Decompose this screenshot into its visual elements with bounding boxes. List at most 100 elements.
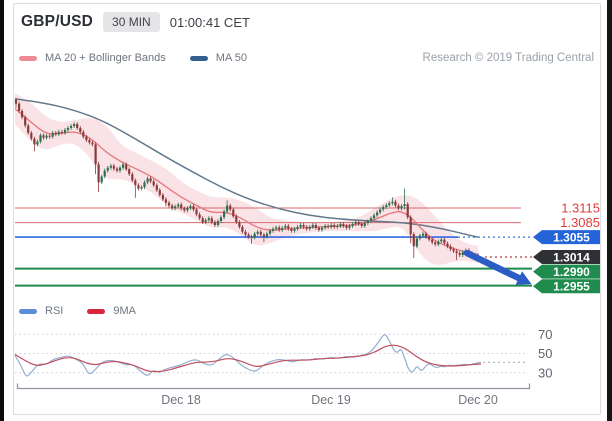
candle-body xyxy=(259,231,262,235)
candle-body xyxy=(82,131,85,137)
ma50-swatch-icon xyxy=(189,55,208,61)
candle-body xyxy=(122,164,125,168)
time-axis-label: Dec 19 xyxy=(311,393,351,407)
candle-body xyxy=(30,132,33,139)
candle-body xyxy=(290,228,293,231)
ma50-label: MA 50 xyxy=(215,52,247,64)
candle-body xyxy=(403,204,406,206)
candle-body xyxy=(60,131,63,133)
candle-body xyxy=(363,223,366,226)
candle-body xyxy=(452,249,455,252)
candle-body xyxy=(360,224,363,226)
candle-body xyxy=(253,233,256,238)
candle-body xyxy=(388,203,391,206)
rsi-label: RSI xyxy=(45,305,64,317)
candle-body xyxy=(79,128,82,132)
candle-body xyxy=(293,228,296,231)
candle-body xyxy=(443,239,446,244)
candle-body xyxy=(128,169,131,174)
candle-body xyxy=(109,165,112,168)
candle-body xyxy=(24,117,27,126)
candle-body xyxy=(51,132,54,137)
candle-body xyxy=(76,124,79,128)
attribution-text: Research © 2019 Trading Central xyxy=(422,52,594,64)
candle-body xyxy=(345,225,348,228)
candle-body xyxy=(223,211,226,218)
candle-body xyxy=(418,235,421,239)
candle-body xyxy=(48,135,51,137)
candle-body xyxy=(241,226,244,232)
candle-body xyxy=(317,227,320,230)
candle-body xyxy=(311,225,314,227)
candle-body xyxy=(155,185,158,191)
candle-body xyxy=(247,234,250,237)
time-axis-bracket xyxy=(16,383,531,390)
candle-body xyxy=(21,111,24,118)
candle-body xyxy=(336,225,339,227)
candle-body xyxy=(262,234,265,237)
candle-body xyxy=(296,226,299,229)
candle-body xyxy=(382,207,385,210)
candle-body xyxy=(287,225,290,229)
rsi-9ma-swatch-icon xyxy=(87,308,106,314)
forecast-arrow-shaft xyxy=(463,249,523,282)
rsi-panel: 70 50 30 xyxy=(14,327,552,380)
candle-body xyxy=(164,199,167,203)
candle-body xyxy=(461,252,464,255)
candle-body xyxy=(226,205,229,212)
candle-body xyxy=(158,190,161,195)
level-price-label: 1.3085 xyxy=(560,215,600,230)
candle-body xyxy=(152,181,155,186)
candle-body xyxy=(271,228,275,231)
left-edge-bar xyxy=(0,0,4,421)
candle-body xyxy=(177,204,180,207)
forecast-arrow-head-icon xyxy=(515,271,532,285)
candle-body xyxy=(207,218,210,221)
ma20-bollinger-swatch-icon xyxy=(19,55,37,61)
candle-body xyxy=(278,227,281,230)
candle-body xyxy=(333,225,336,227)
candle-body xyxy=(18,103,21,111)
candle-body xyxy=(54,132,57,135)
candle-body xyxy=(174,206,177,209)
candle-body xyxy=(256,231,259,234)
candle-body xyxy=(244,231,247,235)
candle-body xyxy=(195,209,198,215)
timestamp: 01:00:41 CET xyxy=(169,14,250,30)
candle-body xyxy=(412,234,415,247)
rsi-9ma-label: 9MA xyxy=(113,305,136,317)
candle-body xyxy=(115,168,119,171)
candles-layer xyxy=(14,97,480,260)
timeframe-badge[interactable]: 30 MIN xyxy=(103,12,160,32)
time-axis: Dec 18 Dec 19 Dec 20 xyxy=(16,383,531,407)
time-axis-label: Dec 20 xyxy=(458,393,498,407)
candle-body xyxy=(198,214,201,219)
chart-header: GBP/USD 30 MIN 01:00:41 CET xyxy=(14,4,600,40)
candle-body xyxy=(437,241,440,245)
candle-body xyxy=(330,225,333,227)
candle-body xyxy=(351,224,354,226)
candle-body xyxy=(143,182,146,188)
candle-body xyxy=(424,233,428,238)
candle-body xyxy=(458,253,461,255)
candle-body xyxy=(421,233,425,236)
candle-body xyxy=(97,164,100,183)
price-tag-last-price xyxy=(533,250,600,264)
candle-body xyxy=(27,125,30,133)
rsi-line xyxy=(14,334,482,377)
rsi-tick-label: 70 xyxy=(538,327,552,342)
candle-body xyxy=(161,194,164,200)
candle-body xyxy=(348,225,351,228)
candle-body xyxy=(379,209,382,213)
candle-body xyxy=(449,246,452,250)
ma50-line xyxy=(14,98,479,238)
candle-body xyxy=(284,225,287,228)
candle-body xyxy=(376,212,379,216)
candle-body xyxy=(192,206,195,210)
ma20-bollinger-label: MA 20 + Bollinger Bands xyxy=(45,52,166,64)
candle-body xyxy=(100,176,103,183)
candle-body xyxy=(171,205,174,209)
candle-body xyxy=(229,205,232,210)
candle-body xyxy=(85,136,88,141)
